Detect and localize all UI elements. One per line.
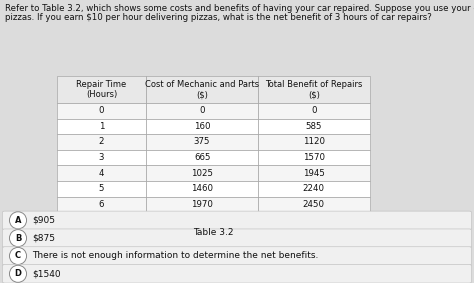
Text: 0: 0 xyxy=(99,106,104,115)
Bar xyxy=(57,150,146,165)
Text: 375: 375 xyxy=(194,138,210,147)
Text: 0: 0 xyxy=(200,106,205,115)
Bar xyxy=(57,119,146,134)
FancyBboxPatch shape xyxy=(2,247,472,265)
Bar xyxy=(146,103,258,119)
Text: 4: 4 xyxy=(99,169,104,178)
Text: 160: 160 xyxy=(194,122,210,131)
Bar xyxy=(258,119,370,134)
Bar xyxy=(258,76,370,103)
Bar xyxy=(146,150,258,165)
Bar xyxy=(57,197,146,212)
Bar xyxy=(57,103,146,119)
Text: 6: 6 xyxy=(99,200,104,209)
Text: Total Benefit of Repairs
($): Total Benefit of Repairs ($) xyxy=(265,80,363,99)
Ellipse shape xyxy=(9,265,27,282)
Bar xyxy=(258,103,370,119)
Bar xyxy=(57,134,146,150)
Text: $905: $905 xyxy=(32,216,55,225)
FancyBboxPatch shape xyxy=(2,211,472,230)
Text: 585: 585 xyxy=(306,122,322,131)
Text: 1460: 1460 xyxy=(191,184,213,193)
Bar xyxy=(146,76,258,103)
Bar xyxy=(258,181,370,197)
Text: 1: 1 xyxy=(99,122,104,131)
FancyBboxPatch shape xyxy=(2,229,472,247)
Text: D: D xyxy=(15,269,21,278)
Ellipse shape xyxy=(9,247,27,265)
Text: pizzas. If you earn $10 per hour delivering pizzas, what is the net benefit of 3: pizzas. If you earn $10 per hour deliver… xyxy=(5,13,431,22)
Text: 1120: 1120 xyxy=(303,138,325,147)
Text: Cost of Mechanic and Parts
($): Cost of Mechanic and Parts ($) xyxy=(145,80,259,99)
Text: Repair Time
(Hours): Repair Time (Hours) xyxy=(76,80,127,99)
Text: 2: 2 xyxy=(99,138,104,147)
Bar xyxy=(258,165,370,181)
FancyBboxPatch shape xyxy=(2,265,472,283)
Bar xyxy=(258,150,370,165)
Text: 1025: 1025 xyxy=(191,169,213,178)
Bar xyxy=(57,181,146,197)
Bar xyxy=(57,165,146,181)
Text: 1945: 1945 xyxy=(303,169,325,178)
Bar xyxy=(146,197,258,212)
Bar xyxy=(57,76,146,103)
Text: 3: 3 xyxy=(99,153,104,162)
Text: Refer to Table 3.2, which shows some costs and benefits of having your car repai: Refer to Table 3.2, which shows some cos… xyxy=(5,4,474,13)
Text: 1970: 1970 xyxy=(191,200,213,209)
Bar xyxy=(258,134,370,150)
Text: C: C xyxy=(15,252,21,260)
Ellipse shape xyxy=(9,212,27,229)
Text: B: B xyxy=(15,234,21,243)
Ellipse shape xyxy=(9,230,27,247)
Text: 1570: 1570 xyxy=(303,153,325,162)
Bar xyxy=(146,119,258,134)
Bar xyxy=(146,165,258,181)
Bar xyxy=(146,181,258,197)
Text: There is not enough information to determine the net benefits.: There is not enough information to deter… xyxy=(32,252,319,260)
Bar xyxy=(258,197,370,212)
Text: 2450: 2450 xyxy=(303,200,325,209)
Text: 5: 5 xyxy=(99,184,104,193)
Text: $875: $875 xyxy=(32,234,55,243)
Text: 2240: 2240 xyxy=(303,184,325,193)
Bar xyxy=(146,134,258,150)
Text: 0: 0 xyxy=(311,106,317,115)
Text: $1540: $1540 xyxy=(32,269,61,278)
Text: Table 3.2: Table 3.2 xyxy=(193,228,234,237)
Text: A: A xyxy=(15,216,21,225)
Text: 665: 665 xyxy=(194,153,210,162)
